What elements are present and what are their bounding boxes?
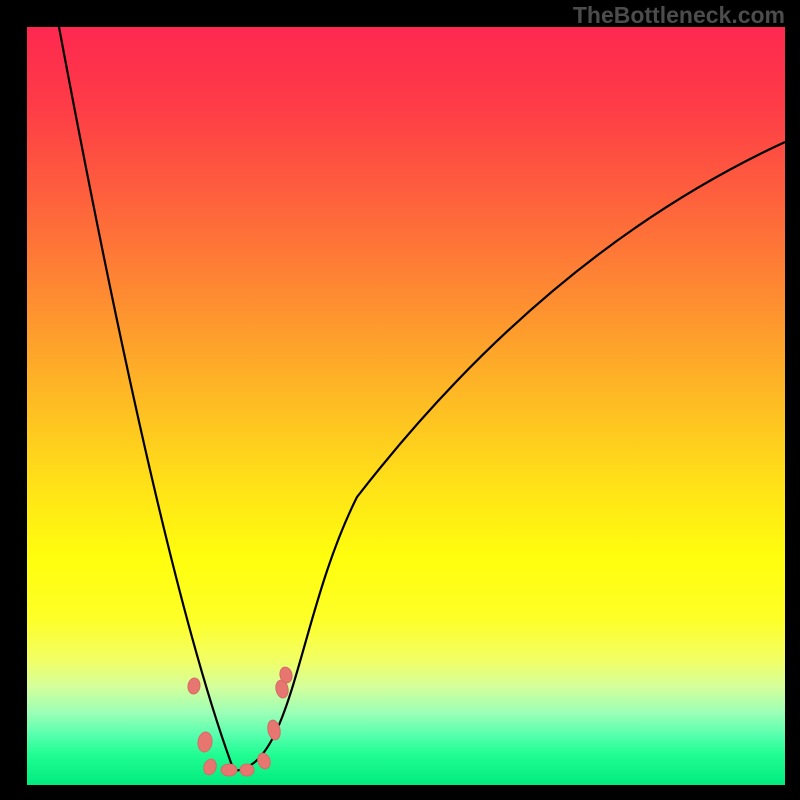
data-point — [221, 764, 237, 776]
plot-area — [27, 27, 785, 785]
bottleneck-curve — [59, 27, 785, 771]
data-point — [197, 731, 214, 753]
data-point — [202, 757, 219, 776]
chart-frame: TheBottleneck.com — [0, 0, 800, 800]
data-point — [240, 764, 254, 776]
data-points — [187, 666, 294, 777]
curve-overlay — [27, 27, 785, 785]
site-watermark: TheBottleneck.com — [573, 2, 785, 29]
data-point — [187, 677, 201, 695]
data-point — [256, 751, 273, 770]
